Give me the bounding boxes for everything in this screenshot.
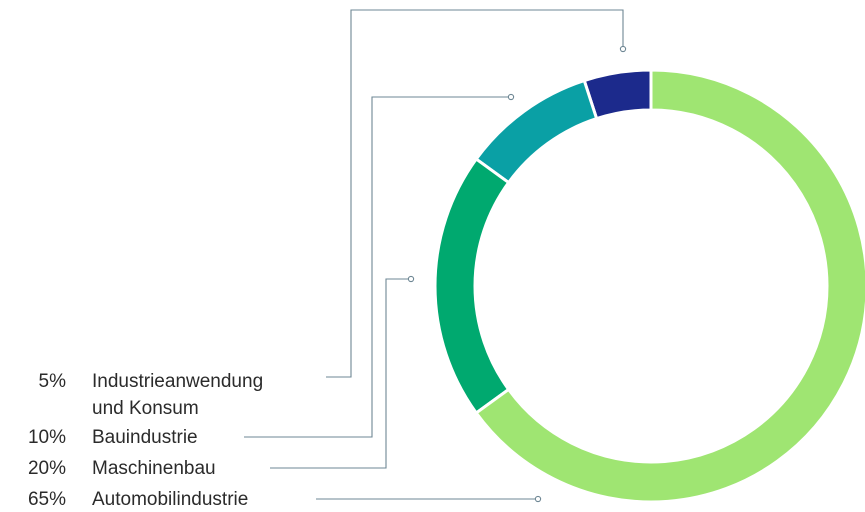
legend-row-automobilindustrie: 65% Automobilindustrie (28, 489, 248, 510)
legend-label-bauindustrie: Bauindustrie (92, 427, 198, 448)
legend-pct-bauindustrie: 10% (28, 427, 66, 448)
leader-marker-bauindustrie (507, 93, 515, 101)
donut-slice-automobilindustrie (474, 68, 865, 504)
legend-row-bauindustrie: 10% Bauindustrie (28, 427, 198, 448)
donut-slice-bauindustrie (474, 78, 599, 185)
legend-pct-automobilindustrie: 65% (28, 489, 66, 510)
legend-row-maschinenbau: 20% Maschinenbau (28, 458, 216, 479)
legend-pct-maschinenbau: 20% (28, 458, 66, 479)
donut-slice-maschinenbau (433, 156, 511, 416)
leader-marker-industrieanwendung (619, 45, 627, 53)
donut-slices (433, 68, 865, 504)
leader-lines (244, 9, 627, 503)
legend-row-industrieanwendung: 5% Industrieanwendung und Konsum (39, 371, 264, 419)
legend-label-industrieanwendung: Industrieanwendung (92, 371, 263, 392)
legend-pct-industrieanwendung: 5% (39, 371, 67, 392)
leader-marker-maschinenbau (407, 275, 415, 283)
legend-label-automobilindustrie: Automobilindustrie (92, 489, 248, 510)
leader-line-maschinenbau (270, 278, 411, 469)
leader-line-industrieanwendung (326, 9, 624, 378)
legend-label-maschinenbau: Maschinenbau (92, 458, 216, 479)
legend-label-industrieanwendung-line2: und Konsum (92, 398, 199, 419)
leader-line-bauindustrie (244, 96, 511, 438)
leader-marker-automobilindustrie (534, 495, 542, 503)
